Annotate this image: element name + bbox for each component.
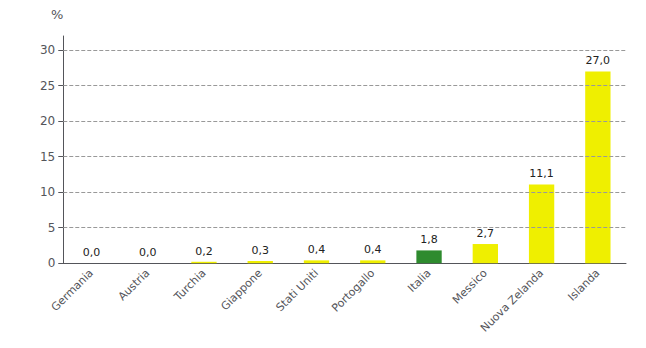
svg-text:2,7: 2,7	[477, 227, 495, 240]
svg-text:15: 15	[40, 150, 55, 164]
svg-text:0: 0	[48, 256, 56, 270]
svg-text:Portogallo: Portogallo	[329, 266, 377, 314]
svg-text:0,4: 0,4	[308, 243, 326, 256]
svg-text:20: 20	[40, 114, 55, 128]
svg-text:Stati Uniti: Stati Uniti	[274, 267, 322, 315]
svg-text:0,3: 0,3	[251, 244, 269, 257]
svg-text:Nuova Zelanda: Nuova Zelanda	[478, 267, 546, 335]
svg-text:5: 5	[48, 221, 56, 235]
svg-text:Italia: Italia	[405, 267, 433, 295]
svg-text:10: 10	[40, 185, 55, 199]
svg-text:30: 30	[40, 43, 55, 57]
svg-text:Germania: Germania	[49, 267, 96, 314]
svg-text:0,2: 0,2	[195, 245, 213, 258]
svg-text:Giappone: Giappone	[218, 266, 265, 313]
svg-text:0,4: 0,4	[364, 243, 382, 256]
svg-text:Austria: Austria	[116, 267, 153, 304]
svg-text:11,1: 11,1	[529, 167, 554, 180]
svg-text:Islanda: Islanda	[565, 267, 602, 304]
svg-text:0,0: 0,0	[139, 246, 157, 259]
svg-text:27,0: 27,0	[586, 54, 611, 67]
svg-text:Turchia: Turchia	[171, 267, 209, 305]
svg-text:0,0: 0,0	[83, 246, 101, 259]
svg-text:25: 25	[40, 79, 55, 93]
svg-text:1,8: 1,8	[420, 233, 438, 246]
svg-text:%: %	[51, 7, 63, 22]
svg-text:Messico: Messico	[450, 266, 490, 306]
